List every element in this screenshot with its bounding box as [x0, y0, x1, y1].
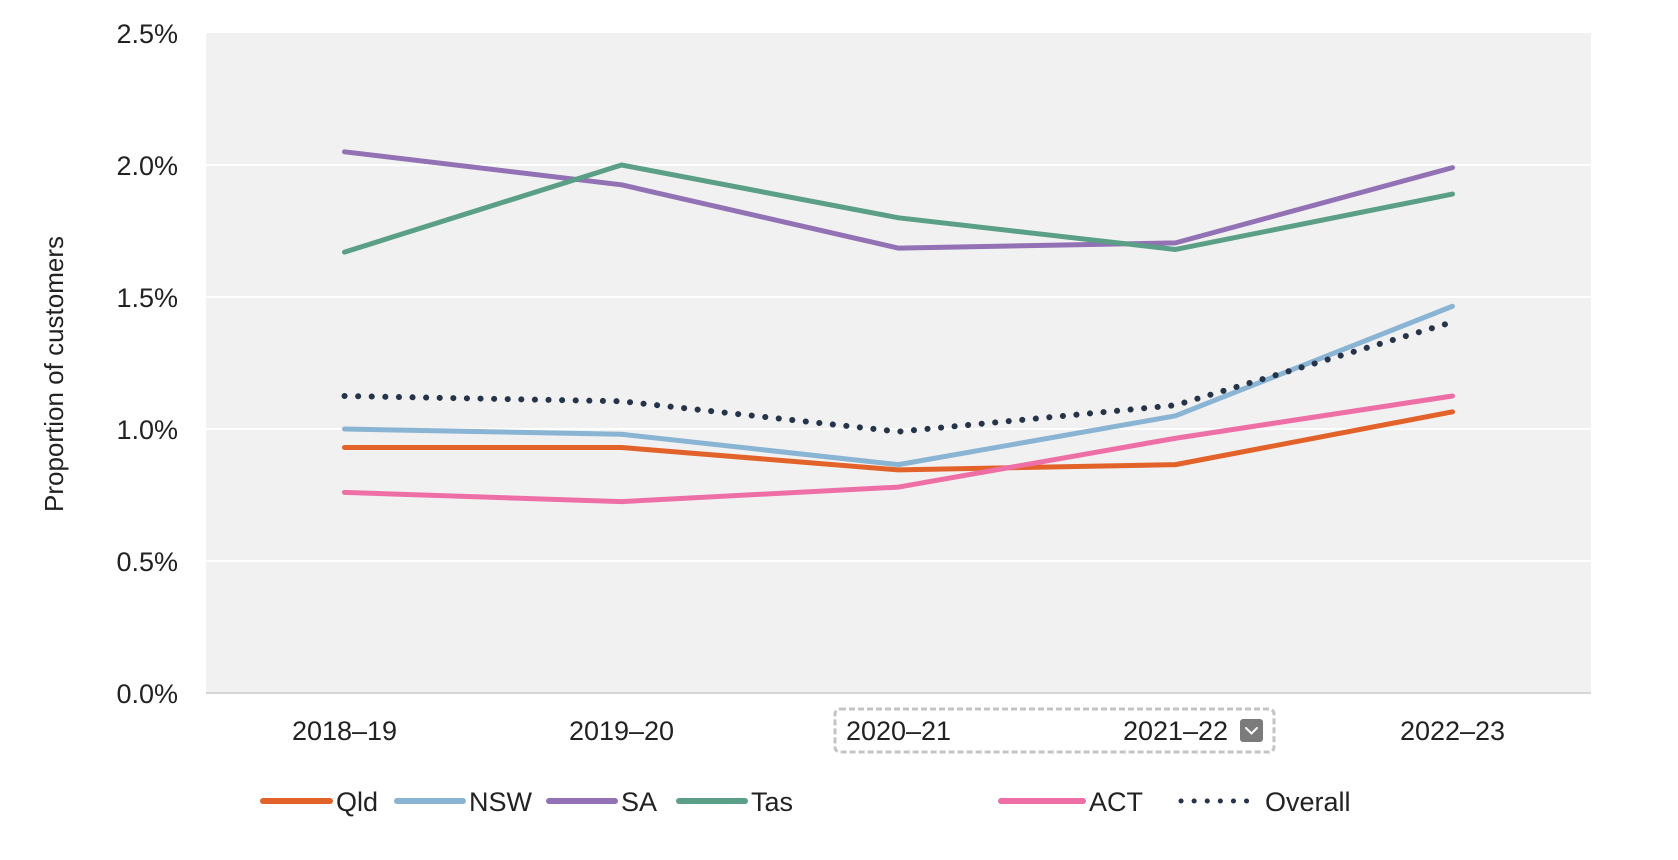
focus-outline — [833, 707, 1276, 754]
series-nsw — [342, 303, 1455, 468]
y-tick-label: 0.0% — [116, 679, 178, 709]
legend-item-act[interactable]: ACT — [998, 787, 1143, 817]
y-tick-label: 0.5% — [116, 547, 178, 577]
legend-label: Overall — [1265, 787, 1351, 817]
series-line — [342, 162, 1455, 255]
x-tick-label: 2018–19 — [292, 716, 397, 746]
series-line — [342, 393, 1455, 505]
series-line — [341, 319, 1456, 435]
legend-item-tas[interactable]: Tas — [676, 787, 793, 817]
series-sa — [342, 149, 1455, 251]
series-overall — [341, 319, 1456, 435]
series-line — [342, 409, 1455, 473]
x-axis-ticks: 2018–19 2019–20 2020–21 2021–22 2022–23 — [292, 716, 1505, 746]
plot-background — [206, 33, 1591, 693]
x-tick-label: 2022–23 — [1400, 716, 1505, 746]
y-tick-label: 2.0% — [116, 151, 178, 181]
legend-label: Qld — [336, 787, 378, 817]
legend-item-qld[interactable]: Qld — [260, 787, 378, 817]
x-tick-label: 2021–22 — [1123, 716, 1228, 746]
legend-label: ACT — [1089, 787, 1143, 817]
y-axis-ticks: 0.0% 0.5% 1.0% 1.5% 2.0% 2.5% — [116, 19, 178, 709]
series-qld — [342, 409, 1455, 473]
y-tick-label: 2.5% — [116, 19, 178, 49]
y-tick-label: 1.5% — [116, 283, 178, 313]
x-tick-label: 2019–20 — [569, 716, 674, 746]
legend-item-sa[interactable]: SA — [546, 787, 657, 817]
series-line — [342, 149, 1455, 251]
x-tick-label: 2020–21 — [846, 716, 951, 746]
legend-item-nsw[interactable]: NSW — [394, 787, 533, 817]
y-axis-label: Proportion of customers — [39, 236, 69, 512]
series-act — [342, 393, 1455, 505]
chevron-down-icon — [1245, 727, 1258, 735]
series-line — [342, 303, 1455, 468]
legend: Qld NSW SA Tas ACT Overall — [260, 787, 1351, 817]
legend-label: NSW — [469, 787, 533, 817]
series-lines — [341, 149, 1456, 505]
range-dropdown-button[interactable] — [1240, 719, 1263, 742]
legend-item-overall[interactable]: Overall — [1178, 787, 1351, 817]
legend-label: Tas — [751, 787, 793, 817]
series-tas — [342, 162, 1455, 255]
y-tick-label: 1.0% — [116, 415, 178, 445]
dropdown-button-bg — [1240, 719, 1263, 742]
legend-label: SA — [621, 787, 657, 817]
focused-range[interactable] — [833, 707, 1276, 754]
